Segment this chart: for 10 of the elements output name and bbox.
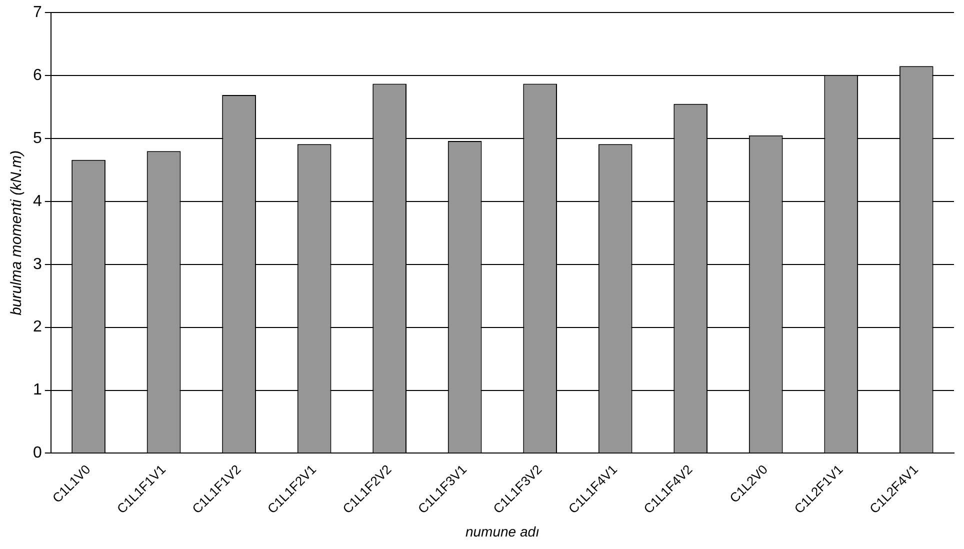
y-tick-label: 6 xyxy=(32,66,42,84)
y-tick-label: 2 xyxy=(32,318,42,336)
y-tick-label: 1 xyxy=(32,382,42,399)
y-tick-label: 4 xyxy=(32,192,42,210)
y-axis-title: burulma momenti (kN.m) xyxy=(8,150,26,316)
y-tick-label: 7 xyxy=(32,4,42,22)
y-tick-label: 3 xyxy=(32,256,42,273)
x-axis-title: numune adı xyxy=(465,523,540,540)
y-tick-label: 5 xyxy=(32,130,42,147)
y-tick-label: 0 xyxy=(32,444,42,462)
